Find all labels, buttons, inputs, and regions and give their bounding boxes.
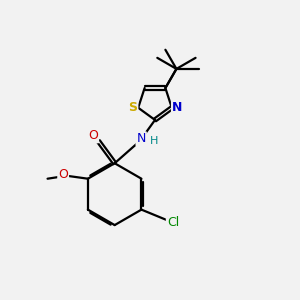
Text: N: N [136,132,146,145]
Text: S: S [128,101,137,114]
Text: N: N [172,101,182,114]
Text: O: O [88,129,98,142]
Text: H: H [150,136,158,146]
Text: Cl: Cl [167,216,179,230]
Text: O: O [58,168,68,181]
